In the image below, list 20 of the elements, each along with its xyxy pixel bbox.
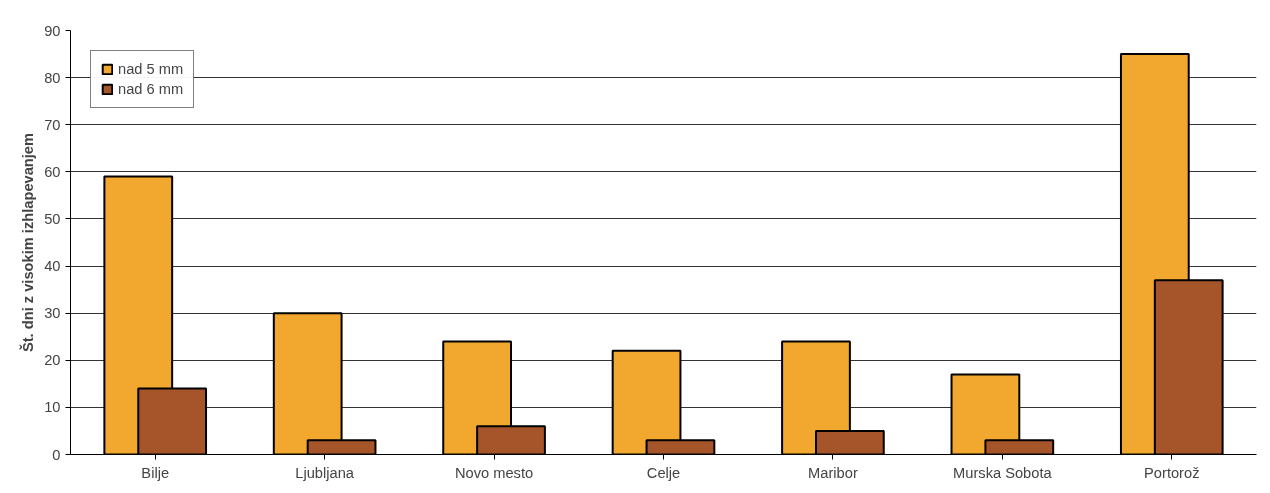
y-tick-label: 80	[44, 69, 61, 86]
x-tick-label: Maribor	[808, 464, 858, 481]
y-tick-label: 60	[44, 163, 61, 180]
y-tick-label: 20	[44, 352, 61, 369]
y-tick-label: 50	[44, 210, 61, 227]
y-tick-label: 0	[52, 446, 61, 463]
y-tick-label: 10	[44, 399, 61, 416]
y-tick-label: 30	[44, 305, 61, 322]
x-tick-label: Ljubljana	[295, 464, 355, 481]
x-tick-label: Bilje	[141, 464, 170, 481]
y-axis-title: Št. dni z visokim izhlapevanjem	[19, 132, 37, 353]
legend-label: nad 6 mm	[118, 81, 184, 97]
x-tick-label: Celje	[646, 464, 681, 481]
x-tick-label: Murska Sobota	[953, 464, 1053, 481]
legend-label: nad 5 mm	[118, 61, 184, 77]
x-tick-label: Portorož	[1144, 464, 1200, 481]
y-tick-label: 70	[44, 116, 61, 133]
x-tick-label: Novo mesto	[454, 464, 534, 481]
y-tick-label: 90	[44, 22, 61, 39]
y-tick-label: 40	[44, 258, 61, 275]
